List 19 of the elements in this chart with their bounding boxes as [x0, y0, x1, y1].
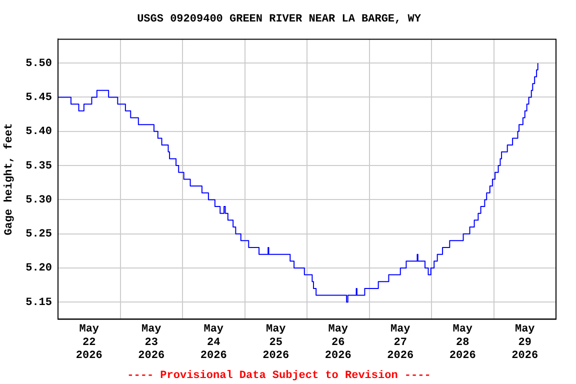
x-tick-label: May 25 2026	[262, 324, 290, 362]
y-tick-label: 5.50	[26, 58, 52, 70]
text: ---- Provisional Data Subject to Revision ----	[127, 370, 431, 382]
x-tick-label: May 23 2026	[138, 324, 165, 362]
y-tick-label: 5.20	[26, 262, 52, 275]
x-tick-label: May 28 2026	[449, 324, 476, 362]
y-tick-label: 5.35	[26, 160, 52, 172]
y-tick-label: 5.30	[26, 194, 52, 206]
x-tick-label: May 26 2026	[324, 324, 352, 362]
y-tick-label: 5.45	[26, 92, 52, 104]
x-tick-label: May 27 2026	[387, 324, 414, 362]
y-tick-label: 5.15	[26, 296, 52, 309]
y-tick-label: 5.25	[26, 228, 52, 241]
x-tick-label: May 22 2026	[76, 324, 102, 362]
x-tick-label: May 29 2026	[512, 324, 538, 362]
x-tick-label: May 24 2026	[200, 324, 227, 362]
y-tick-label: 5.40	[26, 126, 52, 138]
y-axis-title: Gage height, feet	[2, 123, 16, 236]
chart-title: USGS 09209400 GREEN RIVER NEAR LA BARGE, WY	[137, 13, 422, 26]
